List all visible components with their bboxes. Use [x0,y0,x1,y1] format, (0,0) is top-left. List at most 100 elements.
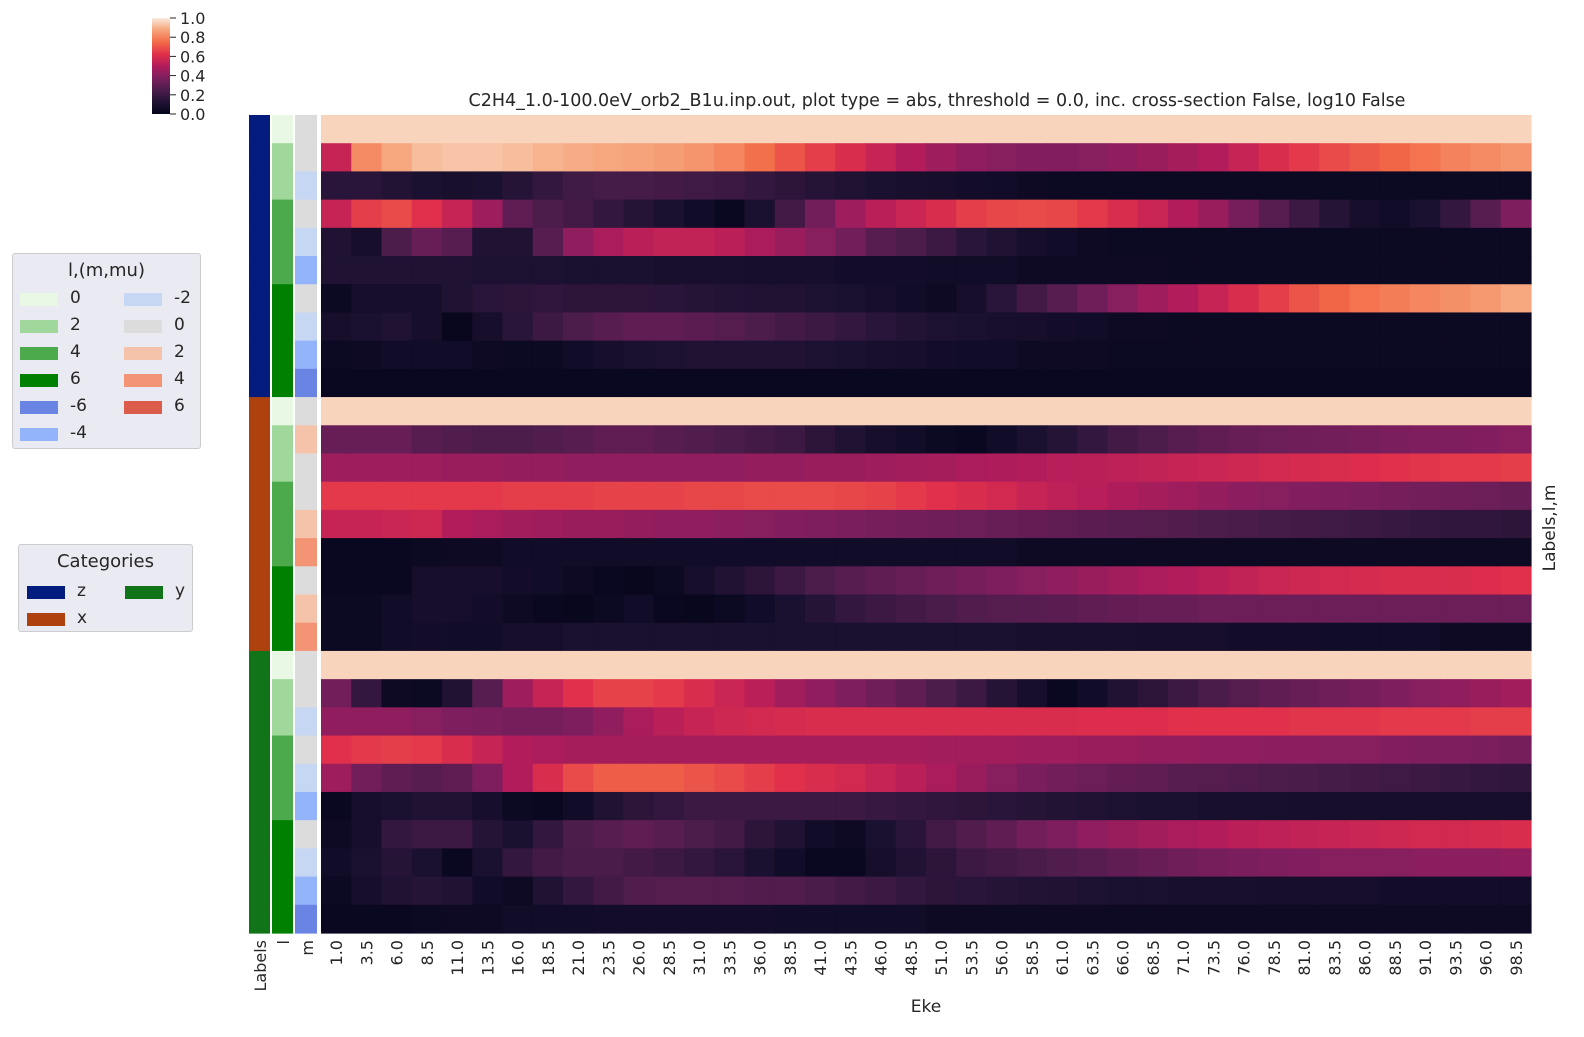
heatmap-cell [1016,227,1048,257]
x-tick-label: 61.0 [1053,940,1072,976]
heatmap-cell [381,368,413,398]
heatmap-cell [1410,284,1441,314]
heatmap-cell [1168,707,1199,737]
l-annotation-cell [272,650,293,680]
heatmap-cell [1047,368,1078,398]
heatmap-cell [381,227,413,257]
category-annotation-cell [249,763,270,793]
heatmap-cell [321,312,352,342]
heatmap-cell [1470,171,1502,201]
heatmap-cell [805,340,836,370]
heatmap-cell [623,312,655,342]
heatmap-cell [684,481,715,511]
heatmap-cell [1500,735,1532,765]
x-tick-label: 86.0 [1356,940,1375,976]
heatmap-cell [1077,397,1109,426]
heatmap-cell [472,340,504,370]
legend-label: 0 [174,315,185,335]
heatmap-cell [1289,791,1320,821]
heatmap-cell [472,425,504,455]
heatmap-cell [623,199,655,229]
heatmap-cell [623,453,655,483]
heatmap-cell [895,256,927,285]
legend-swatch [27,586,65,599]
heatmap-cell [472,256,504,285]
x-tick-labels: 1.0 3.5 6.0 8.5 11.0 13.5 16.0 18.5 21.0 23.5 26.0… [327,940,1526,976]
legend-label: -4 [70,423,87,443]
heatmap-cell [926,650,957,680]
heatmap-cell [986,566,1018,596]
heatmap-cell [1137,425,1169,455]
heatmap-cell [411,735,443,765]
heatmap-cell [1349,453,1381,483]
heatmap-cell [926,256,957,285]
heatmap-cell [442,199,473,229]
heatmap-cell [563,876,594,906]
heatmap-cell [1470,904,1502,934]
heatmap-cell [593,284,625,314]
heatmap-cell [351,425,383,455]
heatmap-cell [532,115,564,144]
heatmap-cell [1319,707,1351,737]
heatmap-cell [1077,904,1109,934]
heatmap-cell [532,679,564,708]
heatmap-cell [593,904,625,934]
heatmap-cell [1379,453,1411,483]
heatmap-cell [956,171,988,201]
x-tick-label: 63.5 [1083,940,1102,976]
heatmap-cell [1258,143,1290,173]
heatmap-cell [1198,481,1230,511]
heatmap-cell [1319,115,1351,144]
l-annotation-cell [272,227,293,257]
heatmap-cell [532,284,564,314]
heatmap-cell [1047,538,1078,567]
heatmap-cell [1077,848,1109,878]
heatmap-cell [1319,622,1351,652]
heatmap-cell [1077,820,1109,849]
heatmap-cell [1349,340,1381,370]
m-annotation-cell [295,199,317,229]
heatmap-cell [805,848,836,878]
heatmap-cell [502,848,534,878]
heatmap-cell [774,566,806,596]
legend-label: 2 [174,342,185,362]
heatmap-cell [1047,848,1078,878]
m-annotation-cell [295,115,317,144]
heatmap-cell [411,707,443,737]
heatmap-cell [563,707,594,737]
heatmap-cell [926,397,957,426]
heatmap-cell [774,538,806,567]
heatmap-cell [1410,425,1441,455]
heatmap-cell [1440,566,1472,596]
category-annotation-cell [249,340,270,370]
heatmap-cell [1047,820,1078,849]
heatmap-cell [835,904,867,934]
m-annotation-cell [295,735,317,765]
heatmap-cell [774,763,806,793]
heatmap-cell [805,791,836,821]
heatmap-cell [714,340,746,370]
heatmap-cell [805,509,836,539]
heatmap-cell [986,707,1018,737]
heatmap-cell [351,820,383,849]
heatmap-cell [744,340,776,370]
heatmap-cell [442,227,473,257]
heatmap-cell [926,284,957,314]
heatmap-cell [1168,763,1199,793]
m-annotation-cell [295,481,317,511]
heatmap-cell [1016,256,1048,285]
heatmap-cell [956,256,988,285]
heatmap-cell [623,650,655,680]
heatmap-cell [865,848,897,878]
heatmap-cell [1137,227,1169,257]
heatmap-cell [1107,538,1139,567]
heatmap-cell [1258,679,1290,708]
heatmap-cell [623,904,655,934]
m-annotation-cell [295,848,317,878]
heatmap-cell [1500,622,1532,652]
m-annotation-cell [295,763,317,793]
heatmap-cell [442,566,473,596]
heatmap-cell [1228,848,1260,878]
heatmap-cell [653,876,685,906]
heatmap-cell [593,453,625,483]
